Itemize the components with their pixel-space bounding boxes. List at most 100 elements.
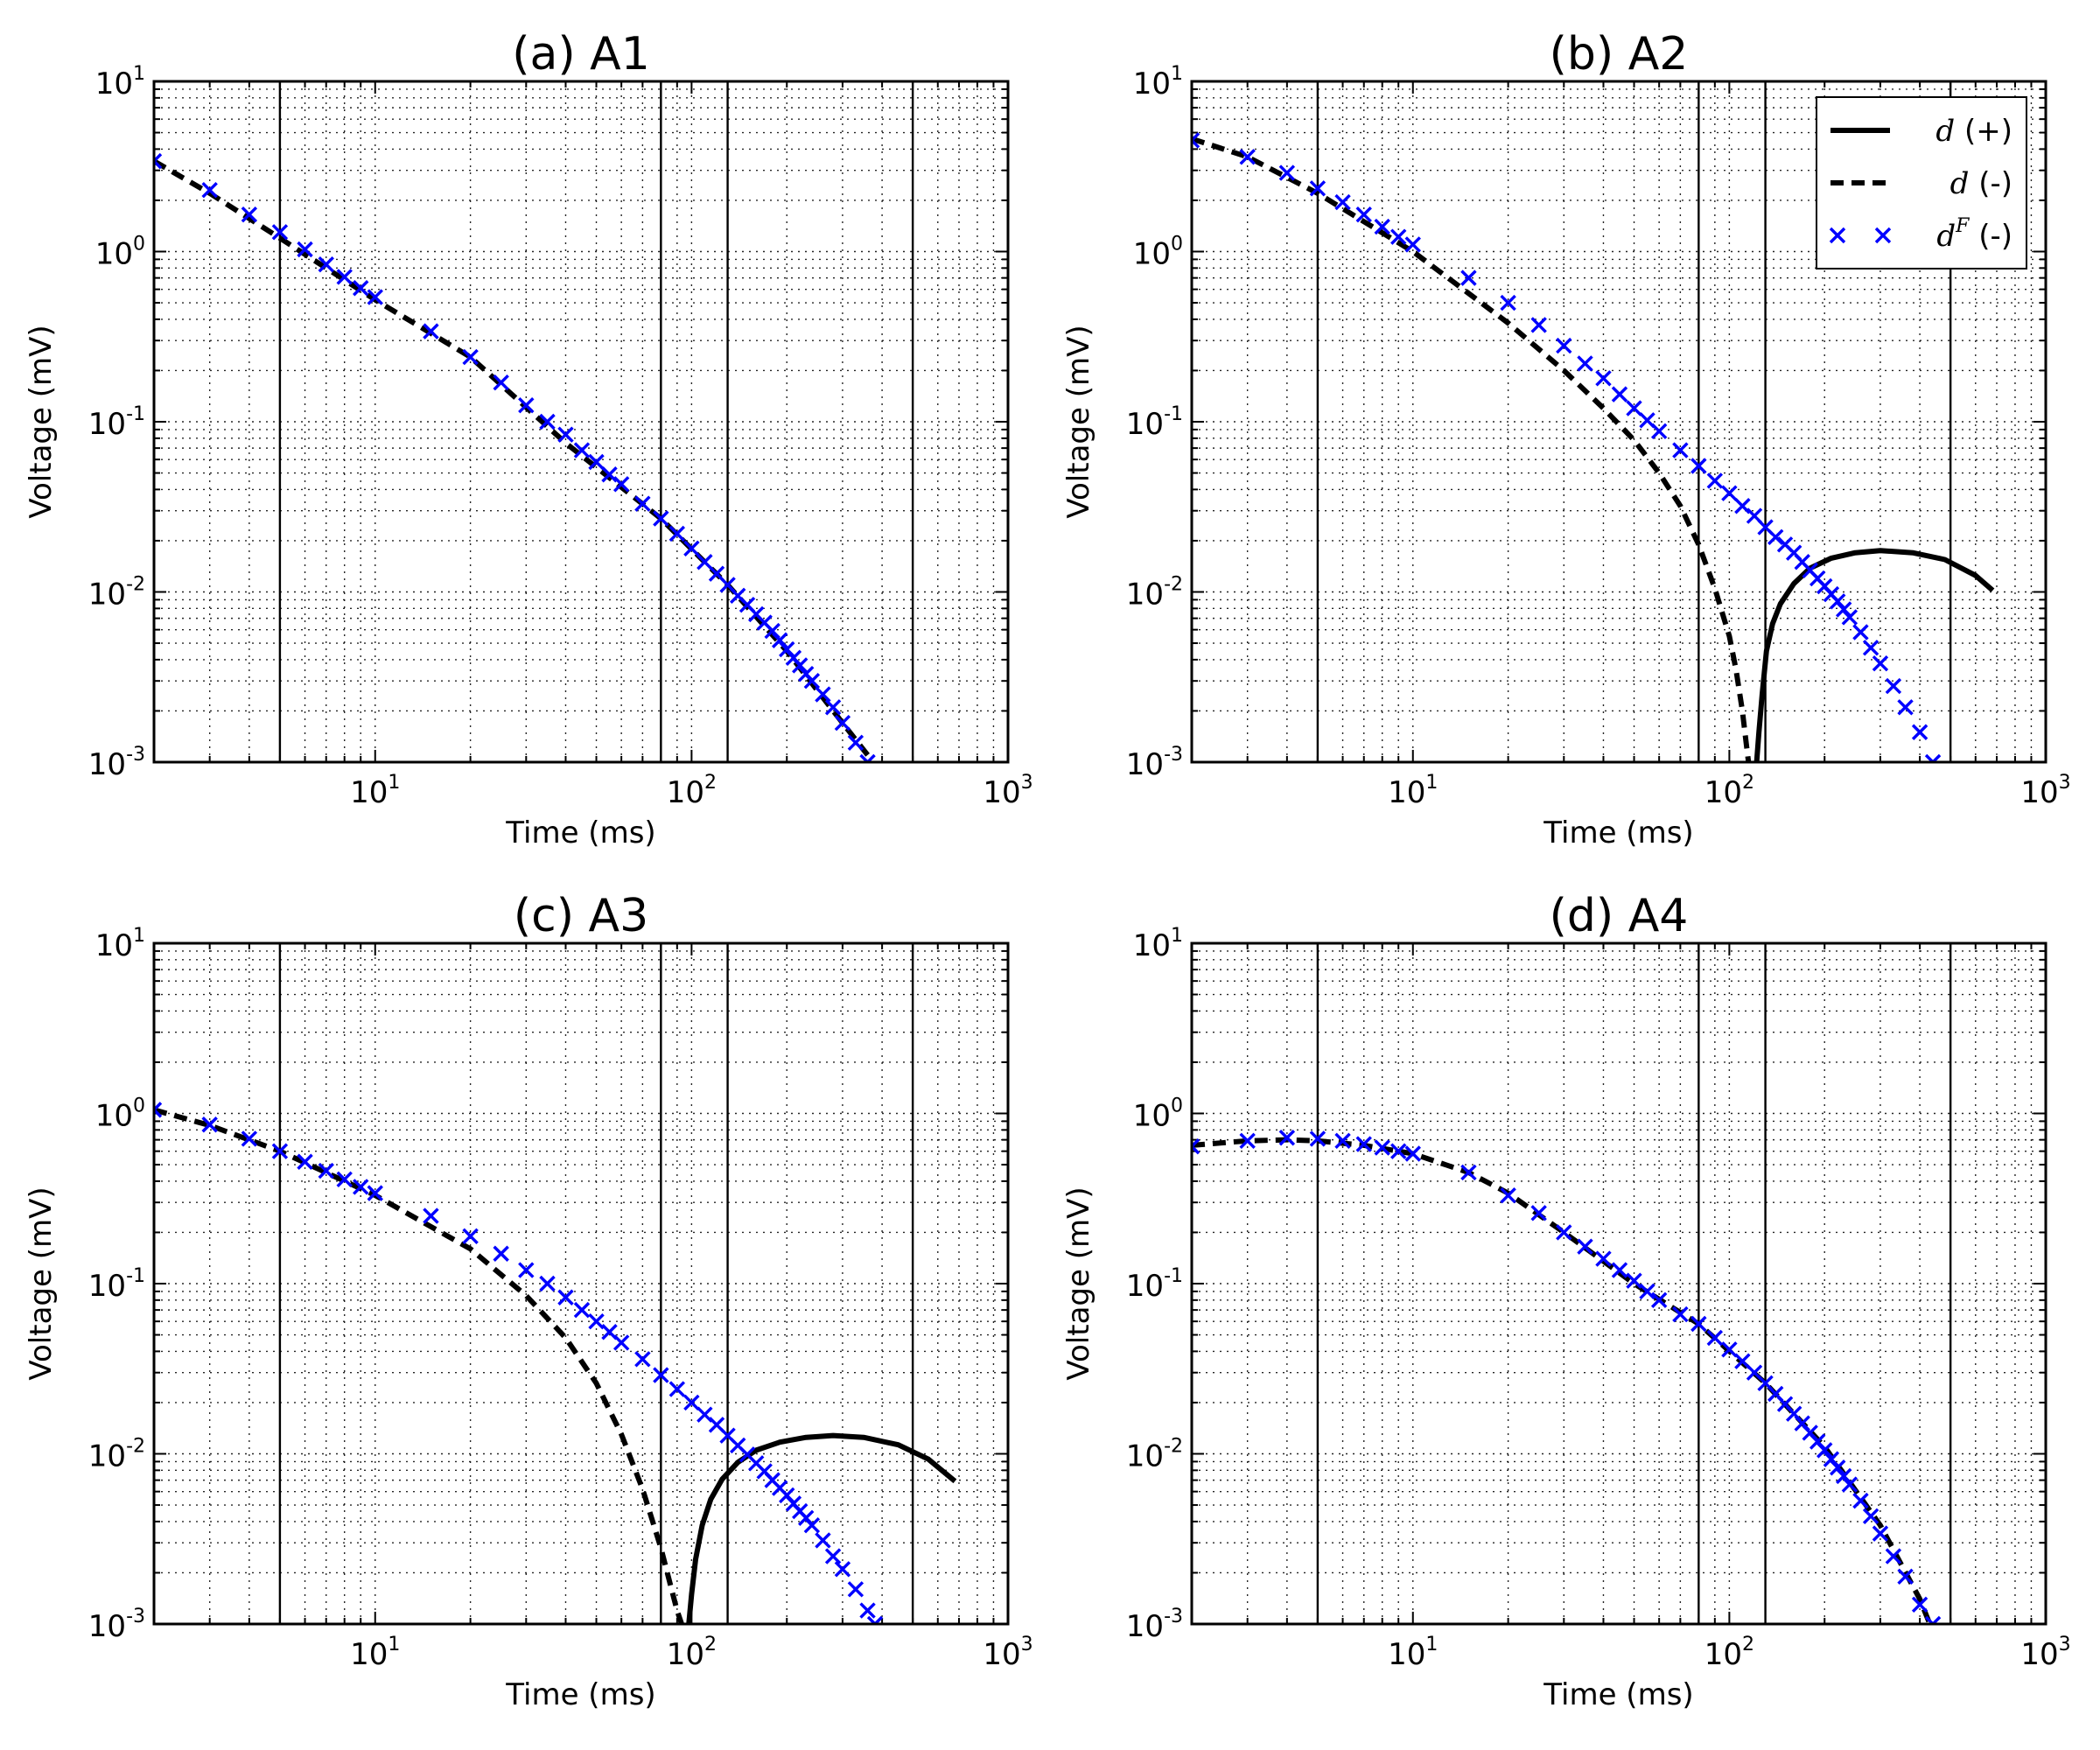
tick-exponent: -1 (1164, 1265, 1183, 1287)
series-line-d-plus (1754, 548, 1995, 762)
data-marker-dF (1911, 1596, 1928, 1614)
data-marker-dF (612, 1334, 630, 1351)
data-marker-dF (154, 152, 163, 170)
tick-base: 10 (88, 747, 126, 782)
data-marker-dF (1355, 1136, 1372, 1152)
tick-exponent: 3 (1021, 772, 1033, 794)
x-axis-label: Time (ms) (1543, 1677, 1693, 1712)
data-marker-dF (1721, 1341, 1738, 1358)
chart-title: (a) A1 (512, 28, 650, 80)
tick-exponent: 3 (1021, 1634, 1033, 1656)
legend-label: d (+) (1936, 114, 2012, 149)
data-marker-dF (557, 1289, 574, 1306)
tick-base: 10 (1126, 747, 1164, 782)
data-marker-dF (803, 1517, 821, 1534)
tick-exponent: 3 (2059, 1634, 2071, 1656)
data-marker-dF (367, 289, 383, 305)
y-tick-label: 10-1 (88, 1265, 145, 1304)
data-marker-dF (834, 714, 851, 732)
tick-base: 10 (1126, 1609, 1164, 1644)
data-marker-dF (1650, 423, 1668, 440)
data-marker-dF (573, 442, 591, 458)
tick-exponent: 2 (1742, 1634, 1754, 1656)
tick-exponent: 1 (388, 772, 400, 794)
data-marker-dF (588, 1312, 605, 1330)
data-marker-dF (1841, 1476, 1858, 1493)
data-marker-dF (353, 280, 369, 297)
tick-base: 10 (95, 66, 133, 102)
y-tick-label: 100 (1133, 234, 1183, 272)
data-marker-dF (1556, 337, 1572, 354)
tick-base: 10 (88, 407, 126, 442)
legend: d (+) d (-) dF (-) (1816, 96, 2027, 270)
tick-base: 10 (1133, 928, 1171, 963)
y-tick-label: 10-2 (1126, 1436, 1183, 1474)
data-marker-dF (834, 1561, 851, 1578)
tick-exponent: -2 (1164, 574, 1183, 596)
y-tick-label: 101 (1133, 925, 1183, 963)
data-marker-dF (1309, 180, 1326, 197)
tick-exponent: 0 (133, 234, 145, 256)
chart-title: (c) A3 (514, 890, 648, 942)
data-marker-dF (1897, 699, 1914, 716)
tick-exponent: -1 (1164, 403, 1183, 425)
data-marker-dF (1595, 1250, 1612, 1267)
data-marker-dF (1577, 355, 1593, 372)
data-marker-dF (1672, 442, 1689, 458)
y-tick-label: 101 (95, 63, 145, 102)
tick-base: 10 (1126, 1269, 1164, 1304)
data-marker-dF (518, 1262, 535, 1278)
data-marker-dF (683, 540, 700, 557)
data-marker-dF (1500, 294, 1516, 312)
plot-frame (1190, 80, 2048, 764)
data-marker-dF (462, 348, 479, 366)
grid (153, 942, 1009, 1625)
y-tick-label: 10-3 (1126, 1606, 1183, 1644)
data-marker-dF (1706, 1329, 1724, 1347)
data-marker-dF (1611, 1262, 1628, 1278)
plot-frame (152, 80, 1010, 764)
data-marker-dF (653, 510, 669, 527)
data-marker-dF (1500, 1186, 1516, 1204)
tick-base: 10 (1126, 407, 1164, 442)
data-marker-dF (1404, 1145, 1421, 1162)
data-marker-dF (493, 374, 509, 391)
data-marker-dF (423, 323, 439, 340)
data-marker-dF (1626, 1272, 1642, 1289)
data-marker-dF (1885, 677, 1902, 695)
x-tick-label: 101 (1388, 1634, 1438, 1672)
data-marker-dF (1404, 236, 1421, 253)
data-marker-dF (1460, 1164, 1477, 1181)
data-marker-dF (1830, 1460, 1846, 1476)
x-tick-label: 103 (2020, 1634, 2070, 1672)
data-marker-dF (1611, 386, 1628, 402)
y-tick-label: 100 (95, 234, 145, 272)
data-marker-dF (1721, 485, 1738, 501)
x-tick-label: 103 (983, 772, 1032, 810)
data-marker-dF (634, 1351, 651, 1368)
data-marker-dF (1672, 1306, 1689, 1323)
data-marker-dF (668, 525, 686, 542)
data-marker-dF (201, 1116, 218, 1133)
data-marker-dF (1192, 132, 1200, 149)
y-tick-label: 10-1 (88, 403, 145, 442)
data-marker-dF (1530, 317, 1547, 333)
legend-label: d (-) (1950, 166, 2012, 201)
data-marker-dF (847, 1581, 864, 1598)
plot-frame (152, 942, 1010, 1626)
chart-title: (d) A4 (1550, 890, 1689, 942)
data-marker-dF (1374, 1139, 1390, 1156)
y-tick-label: 10-2 (88, 1436, 145, 1474)
x-tick-label: 103 (983, 1634, 1032, 1672)
data-marker-dF (866, 1615, 884, 1624)
data-marker-dF (1278, 1130, 1296, 1146)
data-marker-dF (1924, 1615, 1942, 1624)
legend-swatch-marker (1829, 227, 1846, 244)
tick-base: 10 (350, 1637, 388, 1672)
y-tick-label: 10-2 (1126, 574, 1183, 612)
tick-exponent: 2 (704, 772, 717, 794)
legend-label: dF (-) (1936, 215, 2012, 254)
